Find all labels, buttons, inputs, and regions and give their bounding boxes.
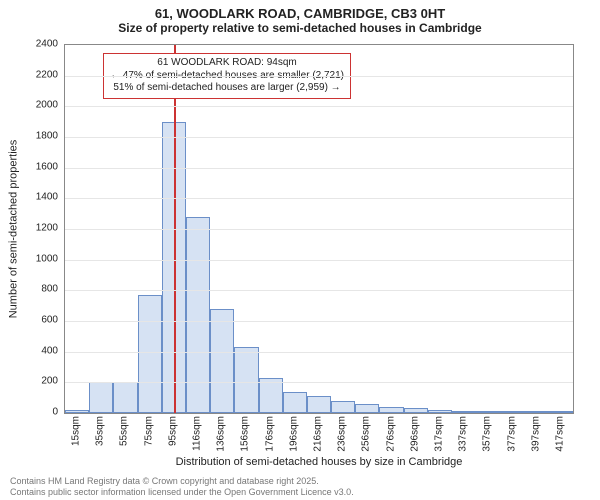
gridline xyxy=(65,352,573,353)
footer-line-1: Contains HM Land Registry data © Crown c… xyxy=(10,476,354,487)
plot-area: 61 WOODLARK ROAD: 94sqm ← 47% of semi-de… xyxy=(64,44,574,414)
x-tick: 256sqm xyxy=(361,416,372,452)
x-tick: 236sqm xyxy=(337,416,348,452)
bar xyxy=(89,382,113,413)
x-tick: 377sqm xyxy=(506,416,517,452)
chart-container: 61, WOODLARK ROAD, CAMBRIDGE, CB3 0HT Si… xyxy=(0,0,600,500)
bar xyxy=(234,347,258,413)
gridline xyxy=(65,137,573,138)
bar xyxy=(65,410,89,413)
x-tick: 276sqm xyxy=(385,416,396,452)
bar xyxy=(404,408,428,413)
bar xyxy=(210,309,234,413)
y-tick: 0 xyxy=(52,407,58,418)
x-tick: 216sqm xyxy=(313,416,324,452)
x-tick: 317sqm xyxy=(433,416,444,452)
y-tick: 1000 xyxy=(36,253,58,264)
bar xyxy=(307,396,331,413)
bar xyxy=(379,407,403,413)
y-tick: 2200 xyxy=(36,69,58,80)
footer-credits: Contains HM Land Registry data © Crown c… xyxy=(10,476,354,498)
x-tick: 55sqm xyxy=(119,416,130,446)
x-tick: 35sqm xyxy=(95,416,106,446)
x-tick: 156sqm xyxy=(240,416,251,452)
y-tick: 400 xyxy=(41,345,58,356)
x-tick: 15sqm xyxy=(71,416,82,446)
annotation-line-1: 61 WOODLARK ROAD: 94sqm xyxy=(110,57,344,70)
bar xyxy=(186,217,210,413)
y-tick: 1200 xyxy=(36,223,58,234)
x-tick: 357sqm xyxy=(482,416,493,452)
y-tick: 600 xyxy=(41,315,58,326)
bar xyxy=(331,401,355,413)
y-tick: 800 xyxy=(41,284,58,295)
gridline xyxy=(65,321,573,322)
y-tick: 2000 xyxy=(36,100,58,111)
x-axis: 15sqm 35sqm 55sqm 75sqm 95sqm 116sqm 136sqm 156… xyxy=(64,414,574,458)
bar xyxy=(500,411,524,413)
footer-line-2: Contains public sector information licen… xyxy=(10,487,354,498)
x-tick: 75sqm xyxy=(143,416,154,446)
gridline xyxy=(65,290,573,291)
y-tick: 2400 xyxy=(36,39,58,50)
bar xyxy=(476,411,500,413)
y-tick: 1800 xyxy=(36,131,58,142)
gridline xyxy=(65,76,573,77)
gridline xyxy=(65,260,573,261)
bar xyxy=(138,295,162,413)
bar xyxy=(525,411,549,413)
bar xyxy=(428,410,452,413)
x-tick: 397sqm xyxy=(530,416,541,452)
annotation-line-3: 51% of semi-detached houses are larger (… xyxy=(110,82,344,95)
x-tick: 116sqm xyxy=(192,416,203,451)
title-sub: Size of property relative to semi-detach… xyxy=(0,21,600,39)
bar xyxy=(355,404,379,413)
gridline xyxy=(65,106,573,107)
gridline xyxy=(65,229,573,230)
gridline xyxy=(65,168,573,169)
x-tick: 95sqm xyxy=(167,416,178,446)
x-tick: 337sqm xyxy=(458,416,469,452)
bar xyxy=(549,411,573,413)
x-tick: 176sqm xyxy=(264,416,275,452)
y-axis: 0200400600800100012001400160018002000220… xyxy=(0,44,64,414)
y-tick: 1400 xyxy=(36,192,58,203)
x-tick: 196sqm xyxy=(288,416,299,452)
y-tick: 1600 xyxy=(36,161,58,172)
x-axis-label: Distribution of semi-detached houses by … xyxy=(64,456,574,468)
y-tick: 200 xyxy=(41,376,58,387)
gridline xyxy=(65,382,573,383)
title-main: 61, WOODLARK ROAD, CAMBRIDGE, CB3 0HT xyxy=(0,0,600,21)
gridline xyxy=(65,198,573,199)
x-tick: 296sqm xyxy=(409,416,420,452)
bar xyxy=(113,382,137,413)
bar xyxy=(283,392,307,413)
x-tick: 417sqm xyxy=(554,416,565,452)
bar xyxy=(452,411,476,413)
x-tick: 136sqm xyxy=(216,416,227,452)
